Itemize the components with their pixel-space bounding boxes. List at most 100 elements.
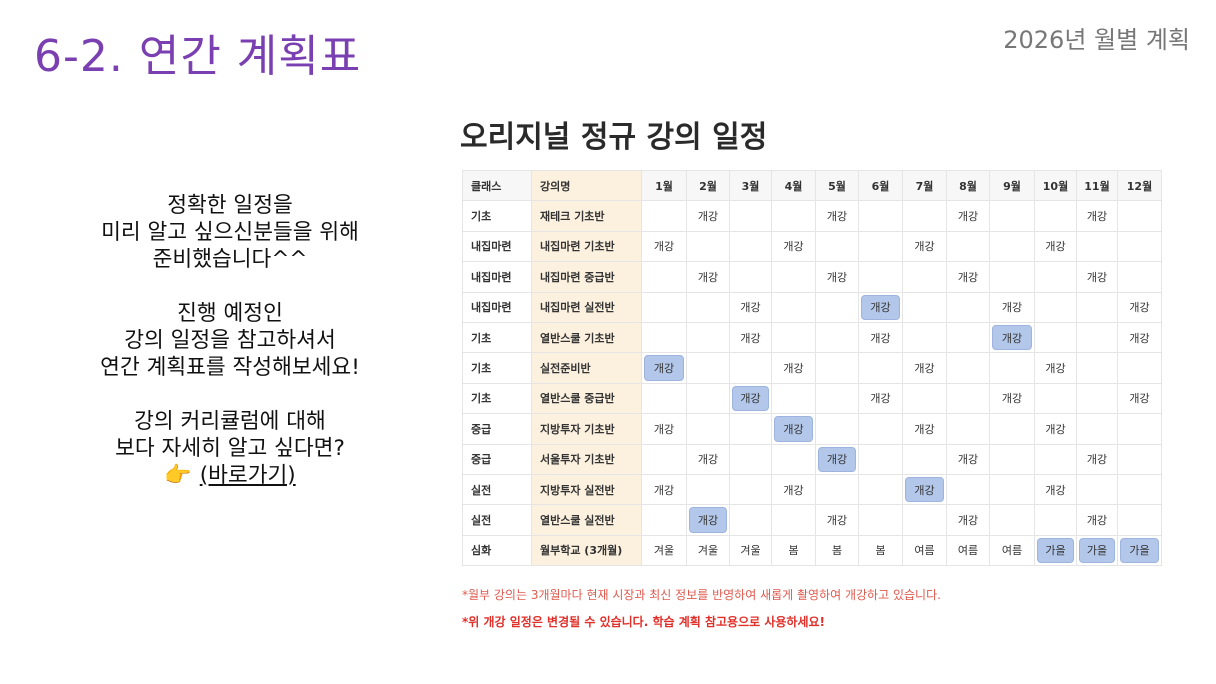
month-cell-label: 겨울 — [740, 544, 761, 558]
month-cell — [989, 200, 1035, 232]
month-cell — [1117, 443, 1162, 475]
month-cell — [902, 504, 947, 536]
month-cell: 개강 — [641, 352, 687, 384]
month-cell-label: 봄 — [831, 544, 843, 558]
month-cell — [815, 321, 859, 354]
month-cell — [989, 473, 1035, 506]
month-cell: 개강 — [946, 504, 990, 536]
month-cell: 개강 — [1034, 352, 1077, 384]
month-cell — [686, 473, 730, 506]
month-cell — [686, 321, 730, 354]
month-cell-label: 개강 — [914, 483, 935, 497]
month-cell — [1076, 473, 1118, 506]
month-cell: 개강 — [686, 504, 730, 536]
month-cell-label: 개강 — [957, 513, 979, 527]
month-cell-label: 개강 — [1001, 392, 1023, 406]
month-cell-label: 개강 — [1001, 331, 1023, 345]
month-cell-label: 개강 — [783, 240, 804, 254]
month-cell — [686, 413, 730, 445]
schedule-title: 오리지널 정규 강의 일정 — [460, 120, 768, 155]
course-cell: 서울투자 기초반 — [531, 443, 642, 475]
month-cell-label: 개강 — [826, 453, 848, 467]
header-month: 12월 — [1117, 169, 1162, 202]
class-cell: 기초 — [462, 382, 532, 415]
class-cell: 기초 — [462, 321, 532, 354]
month-cell — [858, 352, 903, 384]
month-cell — [1117, 261, 1162, 293]
month-cell — [729, 352, 772, 384]
table-row: 심화 월부학교 (3개월) 겨울 겨울 겨울 봄 봄 봄 여름 여름 여름 가을 가을 가을 — [462, 534, 1162, 567]
month-cell — [641, 504, 687, 536]
month-cell — [729, 230, 772, 263]
month-cell — [902, 382, 947, 415]
month-cell — [902, 443, 947, 475]
course-cell: 열반스쿨 중급반 — [531, 382, 642, 415]
header-month: 10월 — [1034, 169, 1077, 202]
class-cell: 실전 — [462, 504, 532, 536]
table-row: 중급 지방투자 기초반 개강 개강 개강 개강 — [462, 413, 1162, 445]
header-month: 8월 — [946, 169, 990, 202]
table-row: 기초 재테크 기초반 개강 개강 개강 개강 — [462, 200, 1162, 232]
header-month: 9월 — [989, 169, 1035, 202]
link-row: 👉 (바로가기) — [164, 462, 295, 489]
month-cell-label: 개강 — [783, 483, 804, 497]
month-cell: 겨울 — [641, 534, 687, 567]
month-cell-label: 개강 — [697, 453, 719, 467]
month-cell-label: 개강 — [1086, 210, 1108, 224]
month-cell: 개강 — [946, 443, 990, 475]
table-row: 내집마련 내집마련 중급반 개강 개강 개강 개강 — [462, 261, 1162, 293]
class-cell: 중급 — [462, 413, 532, 445]
note-refresh: *월부 강의는 3개월마다 현재 시장과 최신 정보를 반영하여 새롭게 촬영하… — [462, 588, 941, 602]
month-cell: 겨울 — [729, 534, 772, 567]
month-cell-label: 개강 — [957, 210, 979, 224]
month-cell: 개강 — [858, 321, 903, 354]
month-cell — [1076, 291, 1118, 323]
month-cell — [858, 504, 903, 536]
month-cell — [729, 473, 772, 506]
month-cell-label: 개강 — [1129, 301, 1150, 315]
month-cell: 개강 — [902, 352, 947, 384]
month-cell-label: 개강 — [653, 483, 675, 497]
month-cell-label: 여름 — [1001, 544, 1023, 558]
intro-line: 준비했습니다^^ — [152, 247, 308, 272]
month-cell — [1034, 200, 1077, 232]
month-cell — [1117, 473, 1162, 506]
note-disclaimer: *위 개강 일정은 변경될 수 있습니다. 학습 계획 참고용으로 사용하세요! — [462, 615, 826, 629]
month-cell: 개강 — [989, 321, 1035, 354]
month-cell — [1117, 504, 1162, 536]
table-row: 기초 실전준비반 개강 개강 개강 개강 — [462, 352, 1162, 384]
month-cell — [1117, 413, 1162, 445]
month-cell — [641, 443, 687, 475]
month-cell: 봄 — [858, 534, 903, 567]
pointing-hand-icon: 👉 — [164, 463, 192, 488]
curriculum-link[interactable]: (바로가기) — [199, 463, 296, 488]
header-month: 6월 — [858, 169, 903, 202]
page-subtitle: 2026년 월별 계획 — [1003, 26, 1190, 54]
intro-line: 보다 자세히 알고 싶다면? — [115, 436, 345, 461]
month-cell — [1034, 321, 1077, 354]
month-cell-label: 봄 — [875, 544, 886, 558]
month-cell: 개강 — [771, 230, 816, 263]
class-cell: 실전 — [462, 473, 532, 506]
month-cell: 가을 — [1076, 534, 1118, 567]
month-cell-label: 개강 — [1045, 422, 1066, 436]
month-cell: 개강 — [771, 352, 816, 384]
month-cell: 봄 — [771, 534, 816, 567]
month-cell: 개강 — [1076, 443, 1118, 475]
course-cell: 월부학교 (3개월) — [531, 534, 642, 567]
month-cell — [1076, 230, 1118, 263]
month-cell — [1117, 200, 1162, 232]
month-cell — [729, 413, 772, 445]
month-cell — [641, 382, 687, 415]
month-cell — [729, 261, 772, 293]
month-cell — [989, 443, 1035, 475]
month-cell — [858, 473, 903, 506]
month-cell: 개강 — [729, 382, 772, 415]
month-cell — [771, 321, 816, 354]
class-cell: 내집마련 — [462, 230, 532, 263]
month-cell — [902, 291, 947, 323]
class-cell: 기초 — [462, 352, 532, 384]
month-cell: 개강 — [946, 261, 990, 293]
month-cell: 개강 — [686, 443, 730, 475]
header-month: 4월 — [771, 169, 816, 202]
